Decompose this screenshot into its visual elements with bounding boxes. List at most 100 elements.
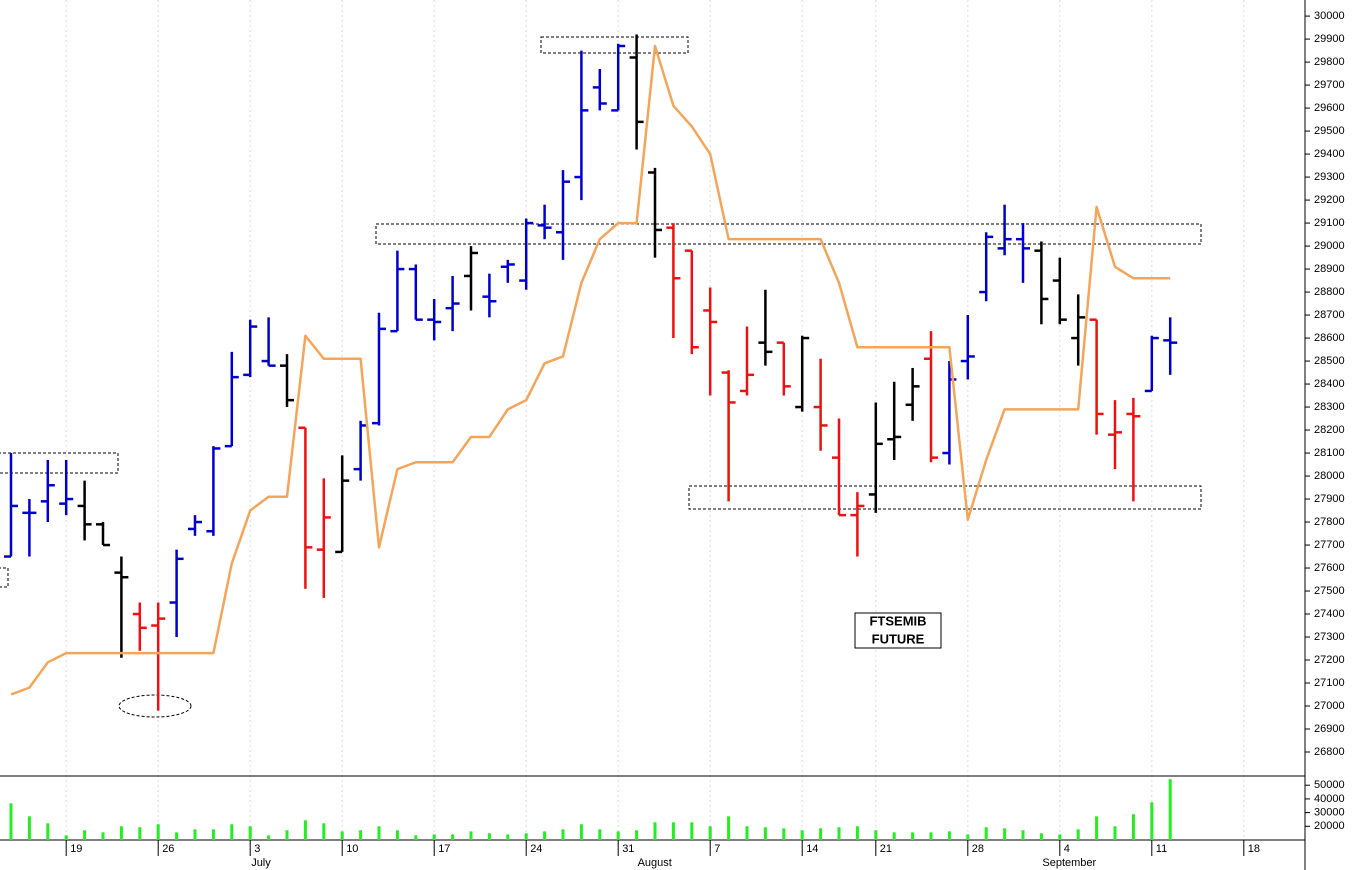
month-label: July bbox=[251, 857, 271, 869]
y-tick-label: 28600 bbox=[1314, 332, 1345, 344]
volume-bar bbox=[966, 834, 970, 840]
volume-bar bbox=[46, 823, 50, 840]
volume-bar bbox=[230, 824, 234, 840]
volume-bar bbox=[653, 822, 657, 840]
volume-bar bbox=[1003, 828, 1007, 840]
volume-bar bbox=[9, 803, 13, 840]
volume-bar bbox=[340, 831, 344, 840]
volume-bar bbox=[175, 832, 179, 840]
volume-bar bbox=[101, 832, 105, 840]
volume-bar bbox=[1095, 816, 1099, 840]
volume-bar bbox=[1131, 814, 1135, 840]
volume-bar bbox=[671, 822, 675, 840]
volume-bar bbox=[782, 828, 786, 840]
volume-bar bbox=[506, 834, 510, 840]
volume-bar bbox=[193, 829, 197, 840]
volume-bar bbox=[322, 823, 326, 840]
volume-bar bbox=[487, 833, 491, 840]
x-tick-label: 4 bbox=[1064, 843, 1070, 855]
volume-bar bbox=[1039, 833, 1043, 840]
y-tick-label: 28900 bbox=[1314, 263, 1345, 275]
volume-bar bbox=[819, 828, 823, 840]
month-label: September bbox=[1042, 857, 1096, 869]
volume-bar bbox=[267, 835, 271, 840]
y-tick-label: 27000 bbox=[1314, 700, 1345, 712]
x-tick-label: 14 bbox=[806, 843, 818, 855]
volume-bar bbox=[800, 830, 804, 840]
volume-bar bbox=[1168, 779, 1172, 840]
volume-bar bbox=[377, 826, 381, 840]
volume-bar bbox=[119, 826, 123, 840]
volume-bar bbox=[892, 832, 896, 840]
y-tick-label: 27200 bbox=[1314, 654, 1345, 666]
range-box bbox=[0, 567, 9, 588]
volume-bar bbox=[395, 830, 399, 840]
annotation-box bbox=[854, 612, 942, 649]
volume-bar bbox=[635, 830, 639, 840]
x-tick-label: 24 bbox=[530, 843, 542, 855]
y-tick-label: 28400 bbox=[1314, 378, 1345, 390]
volume-bar bbox=[855, 826, 859, 840]
y-tick-label: 27600 bbox=[1314, 562, 1345, 574]
volume-bar bbox=[83, 830, 87, 840]
y-tick-label: 27500 bbox=[1314, 585, 1345, 597]
x-tick-label: 28 bbox=[972, 843, 984, 855]
volume-bar bbox=[984, 827, 988, 840]
y-tick-label: 30000 bbox=[1314, 807, 1345, 819]
y-tick-label: 30000 bbox=[1314, 10, 1345, 22]
volume-bar bbox=[1076, 829, 1080, 840]
x-tick-label: 17 bbox=[438, 843, 450, 855]
volume-bar bbox=[874, 830, 878, 840]
volume-bar bbox=[248, 826, 252, 840]
volume-bar bbox=[690, 822, 694, 840]
x-tick-label: 18 bbox=[1248, 843, 1260, 855]
range-box bbox=[688, 485, 1202, 510]
volume-bar bbox=[616, 831, 620, 840]
volume-bar bbox=[947, 831, 951, 840]
y-tick-label: 29700 bbox=[1314, 79, 1345, 91]
volume-bar bbox=[211, 829, 215, 840]
y-tick-label: 27100 bbox=[1314, 677, 1345, 689]
y-tick-label: 28700 bbox=[1314, 309, 1345, 321]
volume-bar bbox=[1021, 830, 1025, 840]
y-tick-label: 29400 bbox=[1314, 148, 1345, 160]
y-tick-label: 50000 bbox=[1314, 779, 1345, 791]
volume-bar bbox=[156, 824, 160, 840]
x-tick-label: 10 bbox=[346, 843, 358, 855]
x-tick-label: 26 bbox=[162, 843, 174, 855]
y-tick-label: 40000 bbox=[1314, 793, 1345, 805]
y-tick-label: 29500 bbox=[1314, 125, 1345, 137]
y-tick-label: 27400 bbox=[1314, 608, 1345, 620]
volume-bar bbox=[414, 835, 418, 840]
volume-bar bbox=[543, 831, 547, 840]
x-tick-label: 31 bbox=[622, 843, 634, 855]
y-tick-label: 26800 bbox=[1314, 746, 1345, 758]
y-tick-label: 27700 bbox=[1314, 539, 1345, 551]
y-tick-label: 28000 bbox=[1314, 470, 1345, 482]
y-tick-label: 28200 bbox=[1314, 424, 1345, 436]
x-tick-label: 3 bbox=[254, 843, 260, 855]
volume-bar bbox=[598, 829, 602, 840]
y-tick-label: 26900 bbox=[1314, 723, 1345, 735]
y-tick-label: 28100 bbox=[1314, 447, 1345, 459]
annotation-shapes bbox=[0, 36, 1202, 718]
month-label: August bbox=[638, 857, 672, 869]
volume-bar bbox=[1113, 826, 1117, 840]
annotation-text: FTSEMIB bbox=[869, 613, 926, 628]
x-tick-label: 19 bbox=[70, 843, 82, 855]
y-tick-label: 20000 bbox=[1314, 820, 1345, 832]
volume-bar bbox=[745, 826, 749, 840]
volume-bar bbox=[727, 816, 731, 840]
low-ellipse bbox=[118, 694, 192, 718]
volume-bar bbox=[763, 827, 767, 840]
volume-bar bbox=[929, 832, 933, 840]
annotation-text: FUTURE bbox=[872, 631, 925, 646]
y-tick-label: 28300 bbox=[1314, 401, 1345, 413]
volume-bar bbox=[359, 830, 363, 840]
y-tick-label: 29200 bbox=[1314, 194, 1345, 206]
y-tick-label: 28800 bbox=[1314, 286, 1345, 298]
volume-bar bbox=[432, 834, 436, 840]
y-tick-label: 29800 bbox=[1314, 56, 1345, 68]
